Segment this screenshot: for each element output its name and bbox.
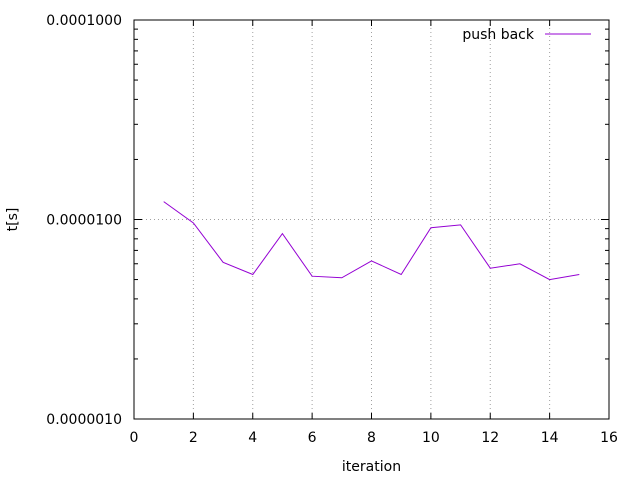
- x-tick-label: 0: [130, 430, 139, 446]
- x-tick-label: 16: [600, 430, 618, 446]
- y-tick-label: 0.0000100: [46, 213, 122, 229]
- x-tick-label: 12: [481, 430, 499, 446]
- x-tick-label: 10: [422, 430, 440, 446]
- y-axis-title: t[s]: [5, 208, 21, 232]
- legend-label-push-back: push back: [462, 27, 535, 43]
- x-tick-label: 2: [189, 430, 198, 446]
- y-tick-labels: 0.0000010 0.0000100 0.0001000: [46, 13, 122, 428]
- x-axis-title: iteration: [342, 459, 401, 475]
- x-tick-label: 8: [367, 430, 376, 446]
- y-tick-label: 0.0000010: [46, 412, 122, 428]
- x-tick-labels: 0 2 4 6 8 10 12 14 16: [130, 430, 618, 446]
- grid: [134, 20, 609, 419]
- tick-marks: [133, 19, 610, 420]
- series-lines: [163, 201, 580, 281]
- legend: push back: [462, 27, 591, 43]
- series-line-0: [163, 201, 580, 281]
- x-tick-label: 14: [541, 430, 559, 446]
- y-tick-label: 0.0001000: [46, 13, 122, 29]
- plot-frame: [133, 19, 610, 420]
- x-tick-label: 4: [248, 430, 257, 446]
- x-tick-label: 6: [308, 430, 317, 446]
